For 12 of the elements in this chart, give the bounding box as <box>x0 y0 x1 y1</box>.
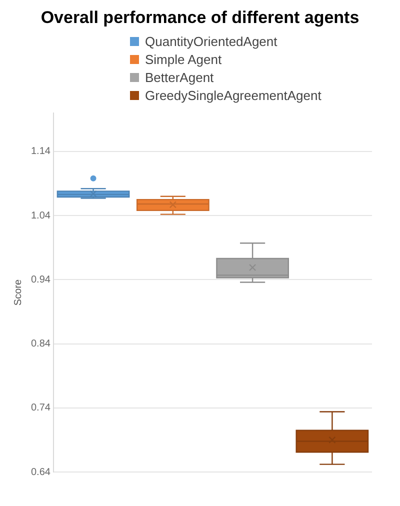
y-tick-label: 1.14 <box>30 146 51 158</box>
legend-label: BetterAgent <box>145 70 214 85</box>
y-tick-label: 1.04 <box>30 210 51 222</box>
legend-label: Simple Agent <box>145 52 222 67</box>
chart-title: Overall performance of different agents <box>40 8 360 28</box>
legend-label: QuantityOrientedAgent <box>145 34 278 49</box>
y-tick-label: 0.84 <box>30 338 51 350</box>
y-axis-title: Score <box>12 279 24 306</box>
y-tick-label: 0.74 <box>30 402 51 414</box>
y-tick-label: 0.94 <box>30 274 51 286</box>
y-tick-label: 0.64 <box>30 466 51 478</box>
legend-label: GreedySingleAgreementAgent <box>145 88 322 103</box>
